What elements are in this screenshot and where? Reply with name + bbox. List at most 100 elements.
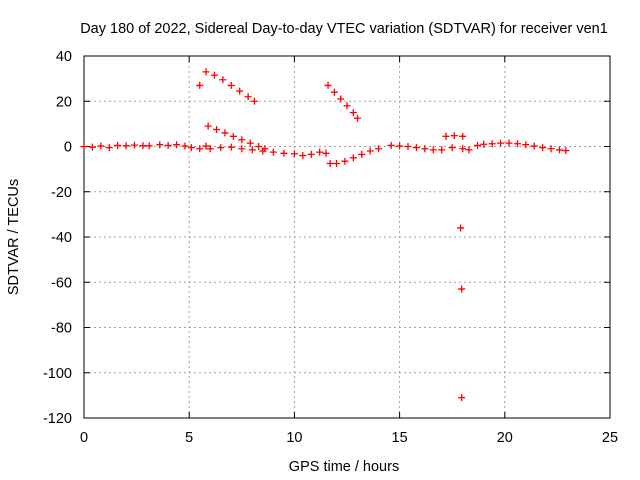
data-point: [522, 141, 530, 149]
data-point: [421, 145, 429, 153]
data-point: [442, 132, 450, 140]
data-point: [307, 150, 315, 158]
data-point: [130, 141, 138, 149]
data-point: [343, 102, 351, 110]
data-point: [316, 148, 324, 156]
data-point: [337, 95, 345, 103]
y-tick-label: -100: [43, 366, 72, 382]
data-point: [210, 71, 218, 79]
x-tick-label: 0: [80, 430, 88, 446]
data-point: [80, 143, 88, 150]
y-tick-label: 40: [56, 49, 72, 65]
data-point: [473, 141, 481, 149]
data-point: [156, 141, 164, 149]
data-point: [299, 152, 307, 160]
x-tick-label: 15: [392, 430, 408, 446]
data-point: [330, 88, 338, 96]
data-point: [457, 224, 465, 232]
data-point: [539, 144, 547, 152]
data-point: [530, 142, 538, 150]
data-point: [497, 139, 505, 147]
data-point: [349, 109, 357, 117]
data-point: [250, 97, 258, 105]
data-point: [465, 146, 473, 154]
data-point: [269, 148, 277, 156]
data-point: [187, 144, 195, 152]
data-point: [122, 142, 130, 150]
data-point: [349, 154, 357, 162]
data-point: [229, 132, 237, 140]
data-point: [219, 76, 227, 84]
x-axis-label: GPS time / hours: [289, 459, 399, 475]
data-point: [280, 149, 288, 157]
data-point: [480, 140, 488, 148]
y-axis-label: SDTVAR / TECUs: [6, 179, 22, 295]
data-point: [290, 150, 298, 158]
data-point: [547, 145, 555, 153]
x-tick-labels: 0 5 10 15 20 25: [80, 430, 618, 446]
data-point: [505, 139, 513, 147]
data-point: [438, 146, 446, 154]
data-point: [556, 146, 564, 154]
data-point: [196, 145, 204, 153]
data-point: [97, 142, 105, 150]
data-point: [513, 140, 521, 148]
data-point: [322, 149, 330, 157]
data-point: [164, 141, 172, 149]
y-tick-labels: -120 -100 -80 -60 -40 -20 0 20 40: [43, 49, 72, 427]
y-tick-label: 0: [64, 140, 72, 156]
data-point: [139, 142, 147, 150]
data-point: [358, 150, 366, 158]
data-point: [238, 145, 246, 153]
chart-title: Day 180 of 2022, Sidereal Day-to-day VTE…: [80, 21, 608, 37]
data-point: [202, 142, 210, 150]
data-point: [396, 142, 404, 150]
data-point: [562, 147, 570, 155]
data-point: [458, 285, 466, 293]
y-tick-label: 20: [56, 94, 72, 110]
data-point: [412, 144, 420, 152]
y-tick-label: -20: [51, 185, 72, 201]
data-point: [173, 141, 181, 149]
data-point: [354, 114, 362, 122]
data-point: [238, 136, 246, 144]
data-point: [387, 141, 395, 149]
data-point: [366, 147, 374, 155]
data-point: [145, 142, 153, 150]
data-point: [221, 129, 229, 137]
data-point: [246, 139, 254, 147]
y-tick-label: -120: [43, 411, 72, 427]
y-tick-label: -80: [51, 321, 72, 337]
data-point: [488, 140, 496, 148]
data-point: [326, 159, 334, 167]
data-point: [459, 132, 467, 140]
data-point: [114, 141, 122, 149]
x-tick-label: 10: [286, 430, 302, 446]
data-point: [181, 142, 189, 150]
data-point: [375, 145, 383, 153]
data-point: [248, 146, 256, 154]
data-point: [332, 159, 340, 167]
plot-frame: [83, 55, 611, 419]
data-points: [80, 68, 570, 402]
data-point: [255, 143, 263, 150]
x-tick-label: 5: [185, 430, 193, 446]
axis-ticks: [83, 55, 611, 419]
data-point: [196, 81, 204, 89]
y-tick-label: -40: [51, 230, 72, 246]
data-point: [236, 87, 244, 95]
data-point: [448, 144, 456, 152]
data-point: [324, 81, 332, 89]
data-point: [227, 81, 235, 89]
data-point: [450, 132, 458, 140]
data-point: [105, 144, 113, 152]
data-point: [458, 394, 466, 402]
data-point: [202, 68, 210, 76]
data-point: [206, 145, 214, 153]
data-point: [244, 93, 252, 101]
data-point: [459, 145, 467, 153]
data-point: [88, 143, 96, 151]
data-point: [429, 146, 437, 154]
grid-lines: [84, 56, 610, 418]
